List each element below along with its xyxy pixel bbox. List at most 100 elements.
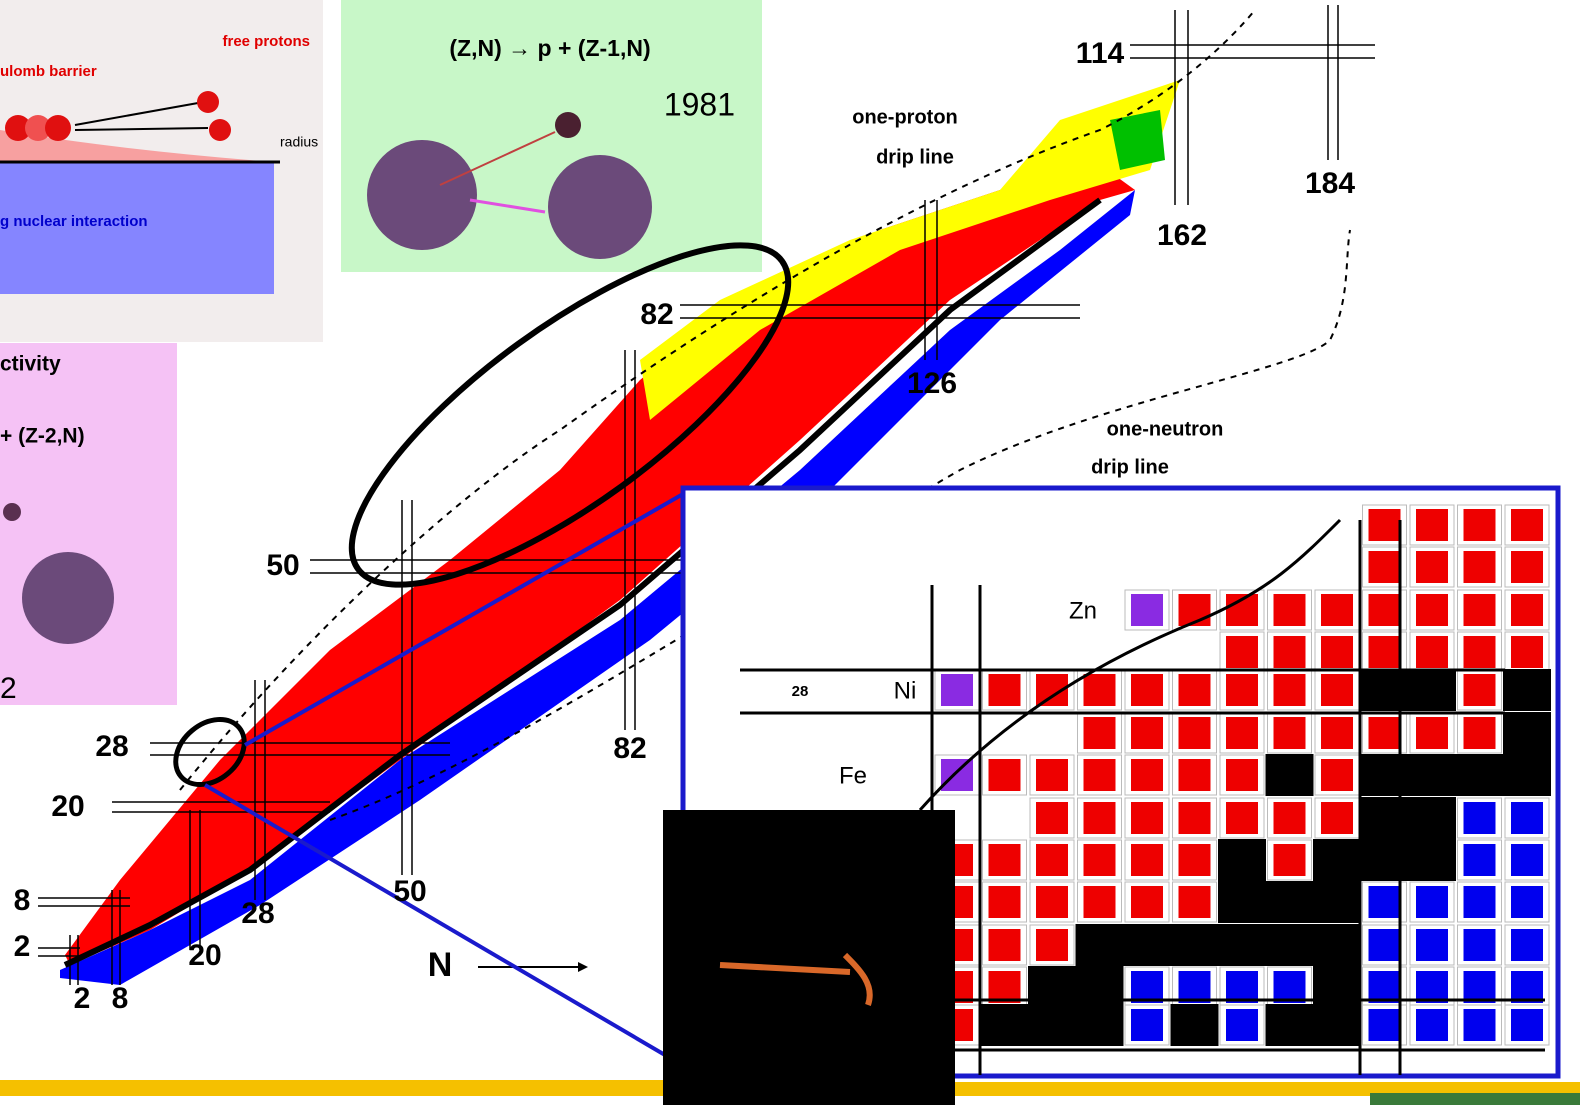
stable-cell (1075, 924, 1124, 966)
stable-cell (1265, 1004, 1314, 1046)
cell (1083, 802, 1116, 834)
label: 20 (51, 790, 84, 823)
track (719, 952, 873, 1006)
cell (1273, 717, 1306, 749)
cell (1321, 802, 1353, 834)
label: 2 (74, 982, 91, 1015)
stable-cell (1313, 1004, 1361, 1046)
stable-cell (980, 1004, 1029, 1046)
cell (1463, 929, 1496, 961)
barrier-curve (0, 130, 274, 162)
cell (1321, 594, 1353, 626)
free-proton (209, 119, 231, 141)
cell (1511, 594, 1543, 626)
label: 82 (640, 298, 673, 331)
stable-cell (1028, 1004, 1076, 1046)
cell (1463, 551, 1496, 583)
label: 28 (95, 730, 128, 763)
label: ctivity (0, 353, 61, 376)
alpha-region (640, 80, 1180, 420)
zoom-line (244, 488, 691, 747)
stable-cell (1408, 754, 1456, 796)
cell (1463, 886, 1496, 918)
cell (1083, 674, 1116, 706)
cell (1511, 971, 1543, 1003)
cell (1321, 717, 1353, 749)
cell (1036, 886, 1068, 918)
stable-cell (1075, 966, 1124, 1008)
label: g nuclear interaction (0, 213, 148, 230)
cell (988, 759, 1021, 791)
cell (1321, 674, 1353, 706)
cell (1368, 594, 1401, 626)
two-proton-panel (0, 343, 177, 705)
potential-well (0, 162, 274, 294)
cell (1463, 802, 1496, 834)
proton-drip-line (179, 9, 1256, 791)
cell (1131, 802, 1163, 834)
inset-cells (934, 504, 1551, 1046)
arrow-head (578, 962, 588, 972)
cell (1226, 674, 1258, 706)
cell (1511, 929, 1543, 961)
cell (1463, 844, 1496, 876)
cell (1131, 674, 1163, 706)
label: 162 (1157, 219, 1207, 252)
cell (1178, 844, 1211, 876)
detector-image (663, 810, 955, 1105)
cell (1273, 594, 1306, 626)
cell (1178, 802, 1211, 834)
label: 50 (393, 875, 426, 908)
cell (1226, 636, 1258, 668)
label: 8 (112, 982, 129, 1015)
cell (1226, 802, 1258, 834)
cell (1511, 844, 1543, 876)
highlight-ellipse (348, 242, 792, 588)
label: ulomb barrier (0, 63, 97, 80)
label: one-proton (852, 106, 958, 128)
arrow (74, 102, 199, 126)
stable-cell (1313, 966, 1361, 1008)
label: N (428, 946, 453, 984)
cell (988, 844, 1021, 876)
cell (1511, 551, 1543, 583)
label: 1981 (664, 86, 735, 122)
cell (988, 674, 1021, 706)
label: drip line (1091, 456, 1169, 478)
cell (1178, 717, 1211, 749)
label: 2 (14, 930, 31, 963)
stable-cell (1075, 1004, 1124, 1046)
cell (1131, 844, 1163, 876)
label: Ni (894, 677, 917, 704)
nucleus (548, 155, 652, 259)
footer-bar (955, 1082, 1580, 1096)
cell (1511, 636, 1543, 668)
label: + (Z-2,N) (0, 425, 85, 448)
stable-cell (1265, 924, 1314, 966)
nucleus (367, 140, 477, 250)
cell (1511, 1009, 1543, 1041)
label: (Z,N) → p + (Z-1,N) (449, 35, 650, 61)
cell (988, 929, 1021, 961)
stable-cell (1408, 797, 1456, 839)
cell (1273, 674, 1306, 706)
cell (941, 674, 973, 706)
cell (1368, 1009, 1401, 1041)
stable-cell (1313, 839, 1361, 881)
stable-cell (1503, 754, 1551, 796)
label: Zn (1069, 597, 1097, 624)
cell (1368, 717, 1401, 749)
cell (1416, 886, 1448, 918)
cell (1511, 802, 1543, 834)
cell (1463, 636, 1496, 668)
cell (1226, 717, 1258, 749)
stable-cell (1408, 839, 1456, 881)
cell (1368, 929, 1401, 961)
stable-cell (1265, 881, 1314, 923)
cell (1511, 509, 1543, 541)
cell (1511, 886, 1543, 918)
cell (941, 759, 973, 791)
cell (1273, 844, 1306, 876)
